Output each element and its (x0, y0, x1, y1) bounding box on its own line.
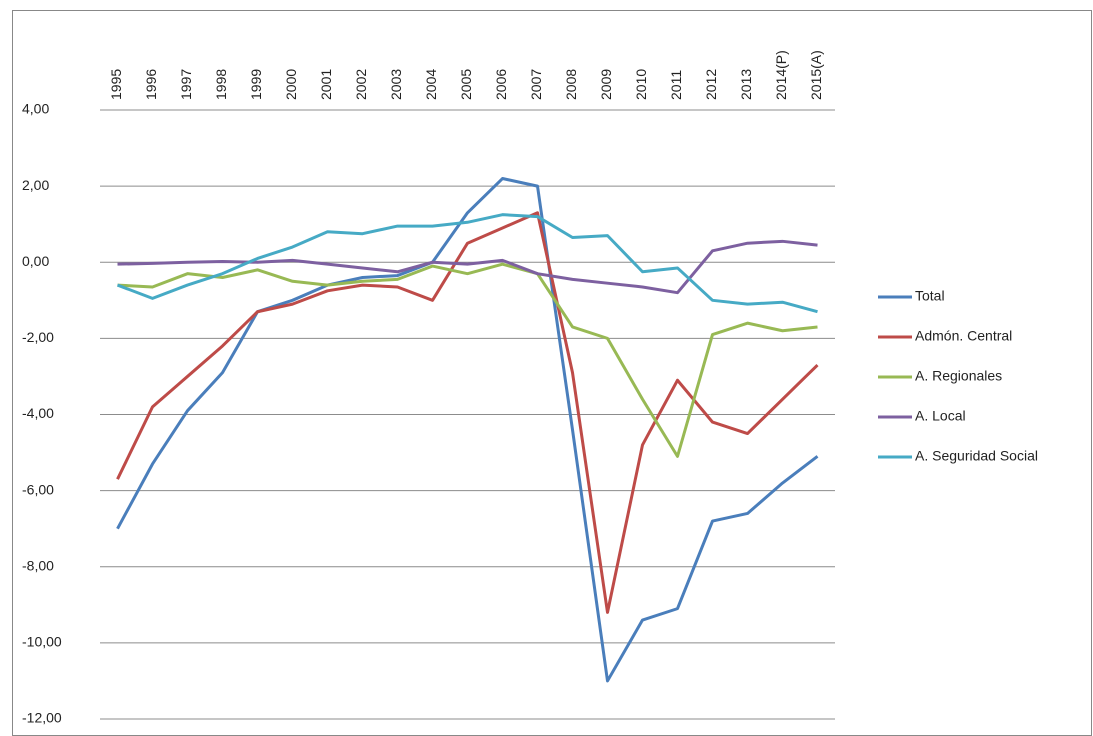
x-tick-label: 2000 (283, 69, 299, 100)
x-tick-label: 2003 (388, 69, 404, 100)
x-tick-label: 2007 (528, 69, 544, 100)
x-tick-label: 2015(A) (808, 50, 824, 100)
x-tick-label: 2009 (598, 69, 614, 100)
legend-label: Admón. Central (915, 328, 1012, 344)
legend-label: A. Seguridad Social (915, 448, 1038, 464)
y-tick-label: -12,00 (22, 710, 62, 726)
y-tick-label: 2,00 (22, 177, 49, 193)
x-tick-label: 1996 (143, 69, 159, 100)
series-line (116, 211, 819, 614)
y-tick-label: 4,00 (22, 101, 49, 117)
x-tick-label: 2011 (668, 70, 684, 100)
legend-label: A. Regionales (915, 368, 1002, 384)
series-line (116, 177, 819, 683)
series-line (117, 262, 818, 458)
x-tick-label: 2013 (738, 69, 754, 100)
y-tick-label: 0,00 (22, 253, 49, 269)
x-tick-label: 2005 (458, 69, 474, 100)
x-tick-label: 1997 (178, 69, 194, 100)
series-line (116, 213, 818, 314)
legend-label: Total (915, 288, 945, 304)
x-tick-label: 1995 (108, 69, 124, 100)
y-tick-label: -10,00 (22, 634, 62, 650)
y-tick-label: -2,00 (22, 329, 54, 345)
x-tick-label: 1999 (248, 69, 264, 100)
x-tick-label: 2010 (633, 69, 649, 100)
x-tick-label: 1998 (213, 69, 229, 100)
series-line (117, 239, 818, 295)
x-tick-label: 2012 (703, 69, 719, 100)
legend-label: A. Local (915, 408, 966, 424)
y-tick-label: -4,00 (22, 405, 54, 421)
x-tick-label: 2002 (353, 69, 369, 100)
y-tick-label: -8,00 (22, 557, 54, 573)
x-tick-label: 2008 (563, 69, 579, 100)
y-tick-label: -6,00 (22, 481, 54, 497)
x-tick-label: 2014(P) (773, 50, 789, 100)
x-tick-label: 2001 (318, 69, 334, 100)
x-tick-label: 2004 (423, 69, 439, 100)
x-tick-label: 2006 (493, 69, 509, 100)
